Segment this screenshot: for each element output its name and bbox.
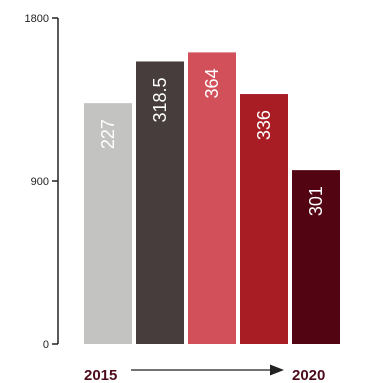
x-arrow-head: [270, 364, 284, 376]
y-ticks: 0 900 1800: [25, 13, 58, 351]
y-tick-label: 900: [31, 176, 49, 188]
bar-2020: [292, 170, 340, 344]
bars: 227 318.5 364 336 301: [84, 52, 340, 345]
x-start-label: 2015: [84, 367, 117, 383]
bar-value-label: 227: [98, 119, 118, 149]
bar-value-label: 301: [306, 186, 326, 216]
bar-value-label: 336: [254, 110, 274, 140]
bar-value-label: 364: [202, 68, 222, 98]
bar-2017: [188, 52, 236, 345]
x-end-label: 2020: [292, 367, 325, 383]
bar-value-label: 318.5: [150, 77, 170, 122]
y-tick-label: 1800: [25, 13, 49, 25]
bar-2016: [136, 61, 184, 344]
y-tick-label: 0: [43, 339, 49, 351]
bar-2015: [84, 103, 132, 344]
bar-2018: [240, 94, 288, 344]
